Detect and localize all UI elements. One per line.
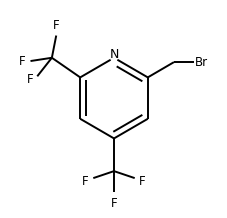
Text: F: F — [19, 54, 26, 68]
Text: N: N — [109, 48, 118, 61]
Text: Br: Br — [194, 56, 207, 69]
Text: F: F — [110, 197, 117, 210]
Text: F: F — [82, 175, 89, 188]
Text: F: F — [138, 175, 145, 188]
Text: F: F — [27, 73, 33, 86]
Text: F: F — [53, 19, 59, 32]
